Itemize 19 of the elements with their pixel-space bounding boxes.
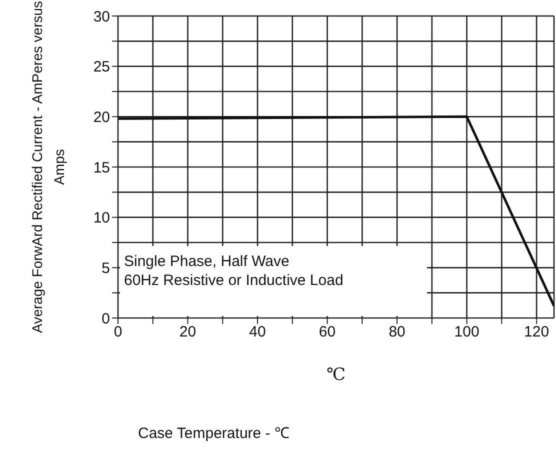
y-tick-label: 10 (93, 210, 110, 227)
x-tick-label: 60 (318, 324, 336, 341)
annotation: Single Phase, Half Wave 60Hz Resistive or Inductive Load (124, 252, 344, 290)
x-tick-label: 40 (249, 324, 266, 341)
x-tick-label: 0 (114, 324, 122, 341)
y-tick-label: 15 (93, 159, 110, 176)
text: Case Temperature - ℃ (138, 424, 290, 442)
y-tick-label: 0 (102, 310, 110, 328)
y-tick-label: 30 (93, 8, 110, 26)
x-tick-label: 100 (454, 324, 480, 341)
note-box: Single Phase, Half Wave 60Hz Resistive or Inductive Load (120, 246, 427, 316)
y-tick-label: 20 (93, 108, 110, 126)
y-tick-label: 25 (93, 58, 110, 76)
y-tick-label: 5 (102, 260, 110, 277)
x-tick-label: 120 (524, 324, 550, 341)
x-axis-title: ℃ (326, 365, 346, 386)
x-tick-label: 80 (388, 324, 406, 341)
y-axis-title: Average ForwArd Rectified Current - AmPeres versus Amps (28, 1, 68, 333)
x-tick-label: 20 (179, 324, 196, 341)
